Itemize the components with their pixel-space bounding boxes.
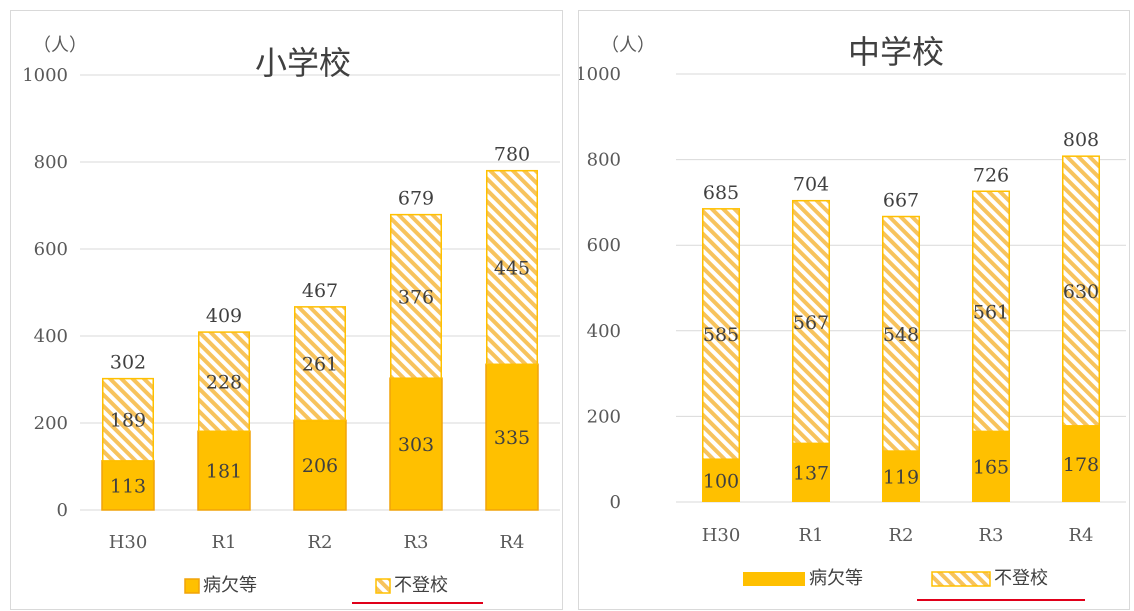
data-label-absent: 445	[494, 257, 530, 279]
x-tick-label: R2	[307, 532, 332, 553]
data-label-total: 685	[703, 182, 739, 204]
data-label-total: 302	[110, 352, 146, 374]
bar-sick-R2	[882, 451, 920, 502]
y-tick-label: 1000	[22, 65, 68, 86]
legend-label-absent: 不登校	[394, 575, 448, 596]
data-label-absent: 376	[398, 286, 434, 308]
chart-panel-elementary: 0 200 400 600 800 1000 （人） 小学校 113 189 302 H30 181 22…	[10, 10, 563, 610]
data-label-total: 679	[398, 188, 434, 210]
x-tick-label: R1	[211, 532, 236, 553]
data-label-sick: 113	[110, 475, 146, 497]
legend-label-sick: 病欠等	[809, 568, 863, 589]
x-tick-label: H30	[702, 525, 741, 546]
bar-sick-R1	[197, 430, 251, 511]
chart-title: 中学校	[848, 33, 944, 71]
y-tick-label: 600	[34, 239, 68, 260]
data-label-total: 808	[1063, 129, 1099, 151]
bar-absent-H30	[102, 377, 154, 462]
data-label-sick: 335	[494, 427, 530, 449]
legend-swatch-absent	[375, 578, 391, 594]
y-tick-label: 800	[587, 150, 621, 171]
x-tick-label: R2	[888, 525, 913, 546]
data-label-absent: 561	[973, 301, 1009, 323]
y-tick-label: 0	[610, 492, 621, 513]
data-label-sick: 181	[206, 461, 242, 483]
chart-title: 小学校	[255, 44, 351, 82]
y-unit-label: （人）	[601, 35, 655, 56]
bar-absent-R4	[1062, 155, 1100, 427]
y-tick-label: 400	[34, 326, 68, 347]
bar-sick-R3	[972, 431, 1010, 502]
y-tick-label: 800	[34, 152, 68, 173]
y-tick-label: 200	[587, 406, 621, 427]
bar-absent-R3	[972, 190, 1010, 433]
data-label-absent: 189	[110, 410, 146, 432]
data-label-sick: 178	[1063, 454, 1099, 476]
bar-sick-R3	[389, 377, 443, 511]
bar-sick-R2	[293, 419, 347, 511]
legend-swatch-sick	[184, 578, 200, 594]
data-label-total: 704	[793, 174, 829, 196]
elementary-chart: 0 200 400 600 800 1000 （人） 小学校 113 189 302 H30 181 22…	[22, 35, 560, 604]
x-tick-label: R3	[978, 525, 1003, 546]
bar-absent-R2	[882, 215, 920, 452]
y-tick-label: 0	[57, 500, 68, 521]
legend-label-sick: 病欠等	[203, 575, 257, 596]
data-label-total: 409	[206, 305, 242, 327]
bar-absent-R4	[486, 169, 538, 366]
junior-high-chart: 0 200 400 600 800 1000 （人） 中学校 100 585 685 H30 137 56…	[579, 33, 1126, 601]
y-tick-label: 1000	[579, 64, 621, 85]
x-tick-label: R1	[798, 525, 823, 546]
data-label-sick: 100	[703, 471, 739, 493]
bar-absent-R1	[198, 331, 250, 433]
data-label-absent: 261	[302, 354, 338, 376]
data-label-sick: 303	[398, 434, 434, 456]
data-label-total: 667	[883, 190, 919, 212]
data-label-total: 780	[494, 144, 530, 166]
y-tick-label: 600	[587, 235, 621, 256]
data-label-sick: 137	[793, 463, 829, 485]
x-tick-label: R3	[403, 532, 428, 553]
x-tick-label: R4	[1068, 525, 1093, 546]
y-unit-label: （人）	[33, 35, 87, 56]
x-tick-label: H30	[109, 532, 148, 553]
data-label-total: 726	[973, 164, 1009, 186]
bar-sick-R4	[1062, 425, 1100, 502]
legend-swatch-absent	[931, 571, 991, 587]
legend-swatch-sick	[743, 572, 805, 586]
bar-sick-R4	[485, 363, 539, 511]
y-tick-label: 200	[34, 413, 68, 434]
data-label-absent: 548	[883, 324, 919, 346]
data-label-total: 467	[302, 280, 338, 302]
y-tick-label: 400	[587, 321, 621, 342]
bar-absent-R2	[294, 306, 346, 422]
x-tick-label: R4	[499, 532, 524, 553]
data-label-absent: 228	[206, 372, 242, 394]
data-label-sick: 206	[302, 455, 338, 477]
data-label-absent: 585	[703, 324, 739, 346]
chart-panel-junior-high: 0 200 400 600 800 1000 （人） 中学校 100 585 685 H30 137 56…	[578, 10, 1130, 610]
legend-label-absent: 不登校	[994, 568, 1048, 589]
bar-sick-R1	[792, 443, 830, 502]
data-label-sick: 119	[883, 467, 919, 489]
data-label-absent: 567	[793, 312, 829, 334]
data-label-sick: 165	[973, 457, 1009, 479]
bar-absent-R1	[792, 199, 830, 445]
data-label-absent: 630	[1063, 281, 1099, 303]
bar-sick-H30	[702, 459, 740, 502]
bar-absent-R3	[390, 213, 442, 379]
bar-absent-H30	[702, 208, 740, 460]
